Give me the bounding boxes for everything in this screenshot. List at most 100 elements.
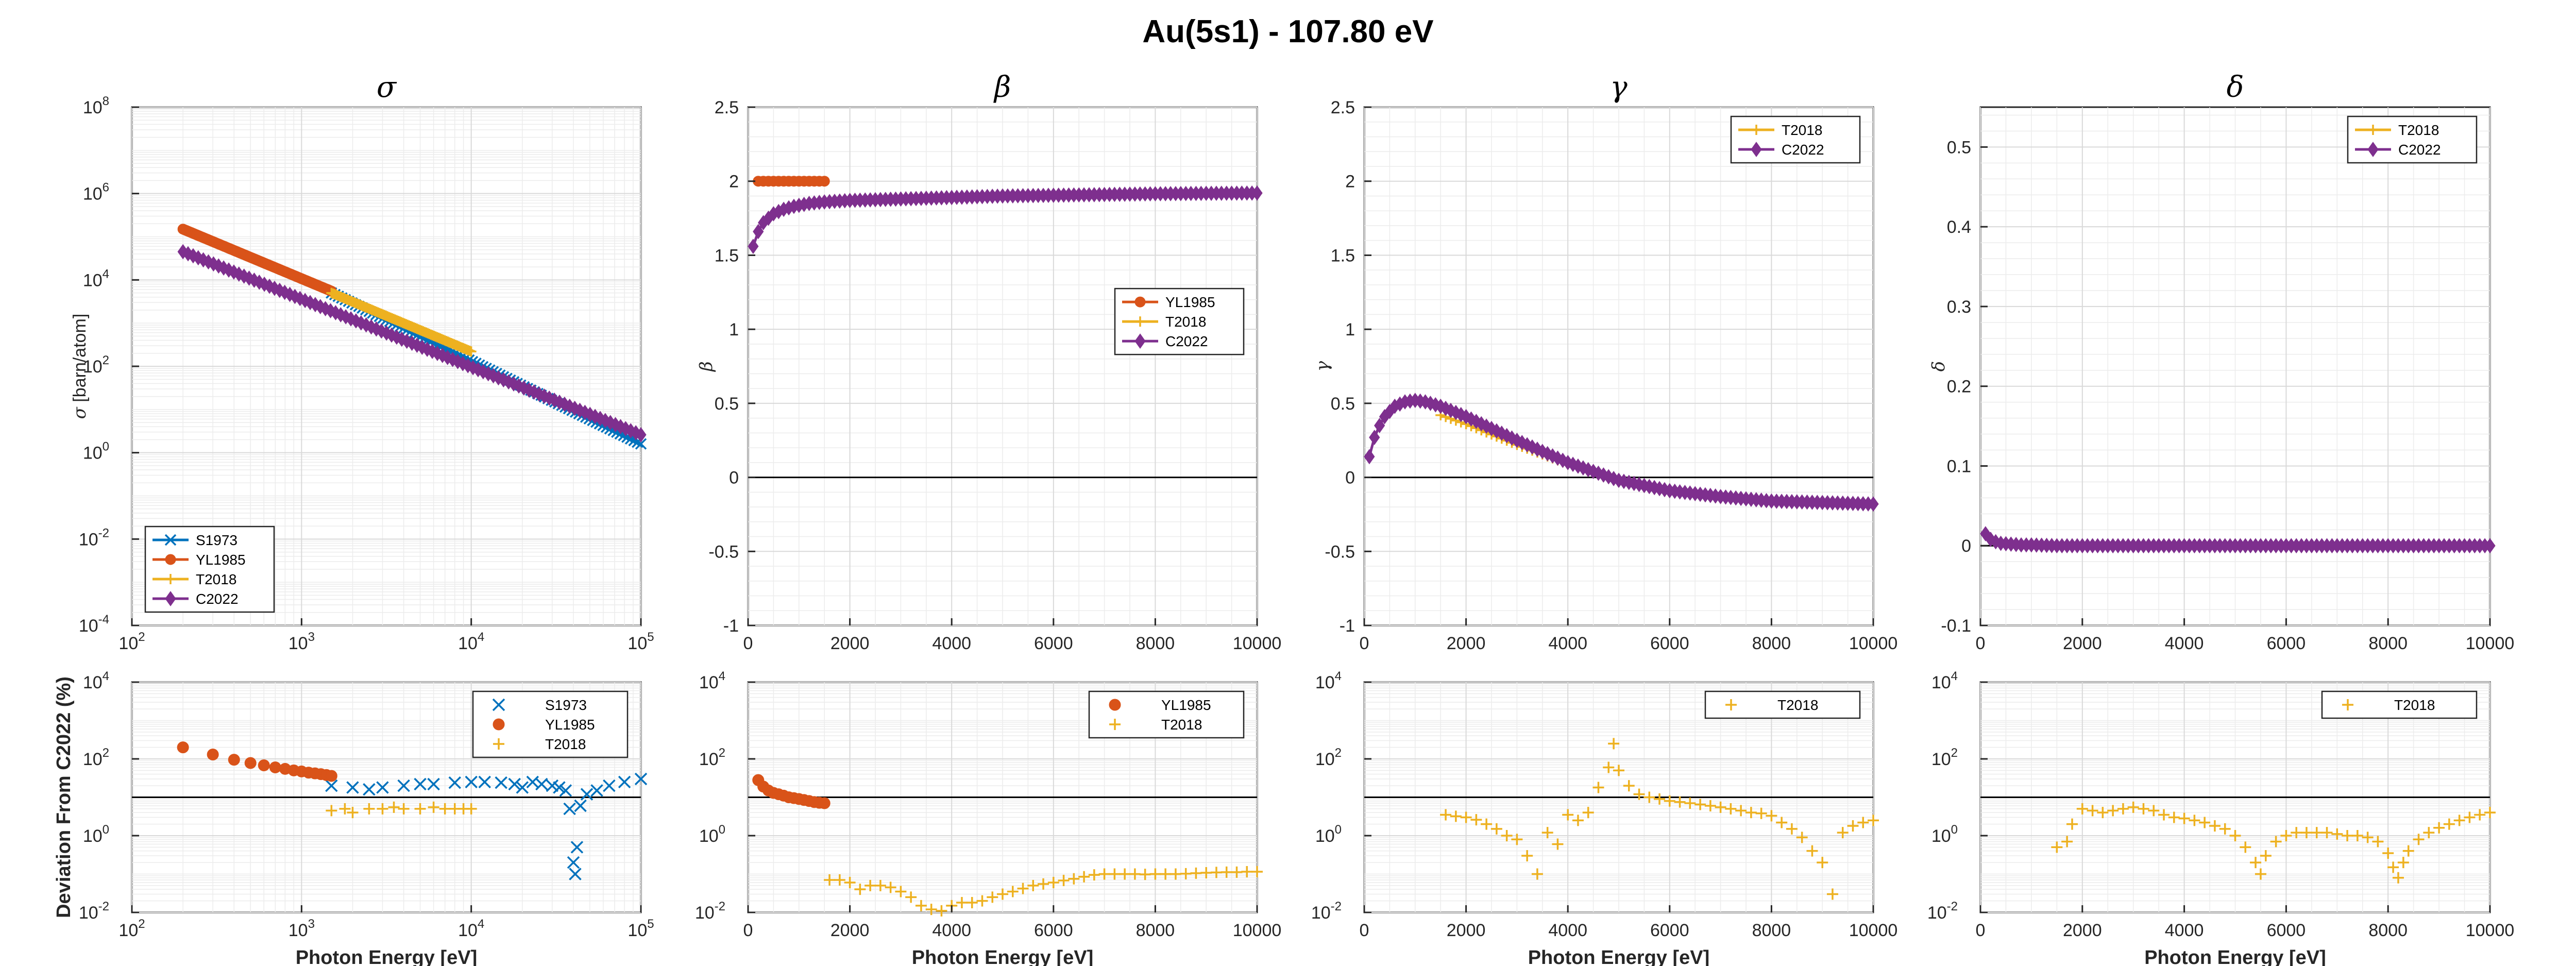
point-T2018 <box>915 900 927 911</box>
x-tick-label: 10000 <box>1233 634 1282 653</box>
point-S1973 <box>325 779 338 792</box>
point-T2018 <box>428 801 439 813</box>
legend-marker-C2022 <box>1751 142 1762 157</box>
legend-marker-S1973 <box>164 534 177 546</box>
point-S1973 <box>516 781 529 794</box>
point-T2018 <box>1027 879 1039 891</box>
point-T2018 <box>388 801 400 813</box>
point-T2018 <box>2397 857 2409 869</box>
y-axis-label: δ <box>1928 361 1949 371</box>
legend-item-T2018: T2018 <box>1738 122 1822 138</box>
point-T2018 <box>1511 834 1523 845</box>
y-axis-label: γ <box>1312 361 1333 371</box>
point-T2018 <box>1643 791 1655 803</box>
point-T2018 <box>1745 807 1757 819</box>
point-T2018 <box>2051 841 2063 853</box>
point-T2018 <box>1796 832 1808 843</box>
x-axis-label: Photon Energy [eV] <box>1528 947 1710 966</box>
legend-label: T2018 <box>196 571 236 587</box>
legend-item-T2018: T2018 <box>2355 122 2439 138</box>
point-T2018 <box>1817 857 1828 869</box>
point-T2018 <box>1562 809 1574 821</box>
point-T2018 <box>1109 868 1121 880</box>
series-YL1985 <box>752 774 831 809</box>
point-T2018 <box>2061 836 2073 848</box>
data-series <box>177 224 647 450</box>
point-T2018 <box>2255 868 2266 880</box>
x-tick-label: 8000 <box>1136 921 1175 940</box>
point-T2018 <box>1180 868 1192 879</box>
data-series <box>752 774 1263 917</box>
legend: T2018 <box>1704 690 1861 719</box>
point-S1973 <box>346 781 359 794</box>
y-tick-label: 0.2 <box>1947 377 1971 397</box>
x-tick-label: 2000 <box>2063 634 2102 653</box>
legend-marker-C2022 <box>2367 142 2379 157</box>
legend: T2018 C2022 <box>1730 115 1861 164</box>
point-T2018 <box>2117 803 2129 815</box>
y-tick-label: 1.5 <box>715 246 739 265</box>
y-tick-label: 10-2 <box>79 526 109 549</box>
point-T2018 <box>377 803 388 815</box>
point-T2018 <box>2423 827 2435 839</box>
y-tick-label: -0.5 <box>1325 542 1355 562</box>
legend: T2018 C2022 <box>2347 115 2478 164</box>
legend-marker-T2018 <box>493 738 504 750</box>
point-T2018 <box>2362 832 2374 843</box>
point-T2018 <box>905 891 917 903</box>
point-T2018 <box>966 896 978 908</box>
point-T2018 <box>1766 810 1777 822</box>
legend-label: C2022 <box>1165 333 1208 349</box>
point-T2018 <box>1857 817 1869 828</box>
ticks: 0 2000 4000 6000 8000 10000 -1 -0.5 0 0.5 1 1.5 2 2.5 <box>1325 98 1897 653</box>
y-tick-label: 0.1 <box>1947 456 1971 476</box>
point-T2018 <box>2413 834 2425 845</box>
point-T2018 <box>1572 815 1584 826</box>
point-T2018 <box>1633 788 1645 800</box>
y-axis-label: β <box>696 361 717 372</box>
point-T2018 <box>1038 878 1049 890</box>
legend: YL1985 T2018 C2022 <box>1114 287 1245 355</box>
point-T2018 <box>1231 866 1243 878</box>
y-tick-label: 104 <box>83 669 109 692</box>
legend-item-YL1985: YL1985 <box>152 552 246 568</box>
point-S1973 <box>590 784 603 797</box>
y-tick-label: 0.4 <box>1947 217 1971 237</box>
point-T2018 <box>834 874 845 886</box>
x-tick-label: 8000 <box>1752 921 1791 940</box>
point-T2018 <box>874 879 886 891</box>
point-C2022 <box>1251 185 1263 201</box>
legend-marker-C2022 <box>1134 333 1146 349</box>
y-tick-label: 1 <box>729 320 739 340</box>
legend-label: YL1985 <box>545 717 595 733</box>
point-S1973 <box>574 799 587 812</box>
legend-marker-T2018 <box>1109 719 1121 730</box>
point-T2018 <box>1210 867 1222 878</box>
panel-title: δ <box>2227 71 2244 104</box>
x-tick-label: 10000 <box>2466 634 2515 653</box>
legend-label: T2018 <box>1777 697 1818 713</box>
point-T2018 <box>956 896 968 908</box>
point-YL1985 <box>207 749 219 761</box>
point-YL1985 <box>244 757 257 769</box>
point-T2018 <box>2158 809 2170 821</box>
legend-label: T2018 <box>545 736 586 752</box>
x-tick-label: 6000 <box>1034 634 1073 653</box>
series-YL1985 <box>753 176 830 187</box>
point-T2018 <box>326 805 337 817</box>
point-YL1985 <box>177 741 189 754</box>
y-tick-label: 2 <box>729 172 739 192</box>
point-T2018 <box>1868 815 1879 826</box>
point-T2018 <box>1251 866 1263 877</box>
point-S1973 <box>634 772 648 786</box>
x-tick-label: 4000 <box>2165 921 2204 940</box>
x-tick-label: 0 <box>1360 921 1369 940</box>
data-series <box>748 176 1263 255</box>
x-axis-label: Photon Energy [eV] <box>2144 947 2326 966</box>
panel-delta: 0 2000 4000 6000 8000 10000 -0.1 0 0.1 0.2 0.3 0.4 0… <box>1928 71 2514 653</box>
point-T2018 <box>2189 815 2200 826</box>
x-tick-label: 6000 <box>2267 634 2306 653</box>
point-C2022 <box>1980 526 1991 541</box>
point-S1973 <box>553 781 566 794</box>
point-T2018 <box>347 807 359 819</box>
